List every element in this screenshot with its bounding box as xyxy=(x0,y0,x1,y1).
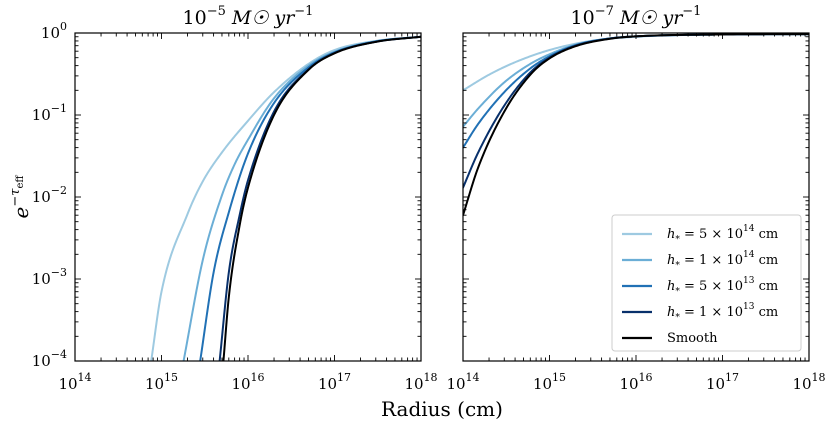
series-line-0 xyxy=(150,35,421,361)
x-tick-label: 1014 xyxy=(446,371,479,393)
y-tick-label: 10−2 xyxy=(32,184,67,206)
y-tick-label: 10−3 xyxy=(32,266,67,288)
x-tick-label: 1018 xyxy=(404,371,437,393)
y-tick-label: 100 xyxy=(41,20,67,42)
legend-box xyxy=(611,214,802,352)
x-tick-label: 1015 xyxy=(145,371,178,393)
series-line-4 xyxy=(222,35,421,361)
left-panel: 1014 1015 1016 1017 1018 10−4 10−3 10−2 10−1 100 1… xyxy=(8,4,438,393)
legend-label: Smooth xyxy=(667,331,718,346)
series-group xyxy=(463,33,809,217)
x-tick-label: 1014 xyxy=(58,371,91,393)
x-tick-label: 1016 xyxy=(619,371,652,393)
x-tick-label: 1017 xyxy=(318,371,351,393)
panel-title: 10−5 M☉ yr−1 xyxy=(183,4,314,29)
x-tick-label: 1018 xyxy=(792,371,825,393)
y-axis-label: e−τeff xyxy=(8,175,33,219)
legend-label: h* = 5 × 1014 cm xyxy=(667,224,778,245)
x-axis-label: Radius (cm) xyxy=(381,397,503,421)
series-line-2 xyxy=(199,35,421,361)
right-panel: 1014 1015 1016 1017 1018 10−7 M☉ yr−1 xyxy=(446,4,825,393)
x-tick-label: 1017 xyxy=(706,371,739,393)
series-line-1 xyxy=(182,35,421,361)
panel-title: 10−7 M☉ yr−1 xyxy=(571,4,702,29)
series-group xyxy=(150,35,421,361)
y-tick-label: 10−1 xyxy=(32,102,67,124)
x-tick-label: 1016 xyxy=(231,371,264,393)
series-line-3 xyxy=(218,35,421,361)
series-line-3 xyxy=(463,33,809,189)
series-line-4 xyxy=(463,33,809,217)
legend-label: h* = 1 × 1014 cm xyxy=(667,250,778,271)
legend-label: h* = 1 × 1013 cm xyxy=(667,302,778,323)
y-tick-label: 10−4 xyxy=(32,348,67,370)
shared-labels: Radius (cm) xyxy=(381,397,503,421)
legend-label: h* = 5 × 1013 cm xyxy=(667,276,778,297)
axes-frame xyxy=(74,32,422,362)
legend: h* = 5 × 1014 cm h* = 1 × 1014 cm h* = 5 ×… xyxy=(611,214,802,352)
x-tick-label: 1015 xyxy=(533,371,566,393)
